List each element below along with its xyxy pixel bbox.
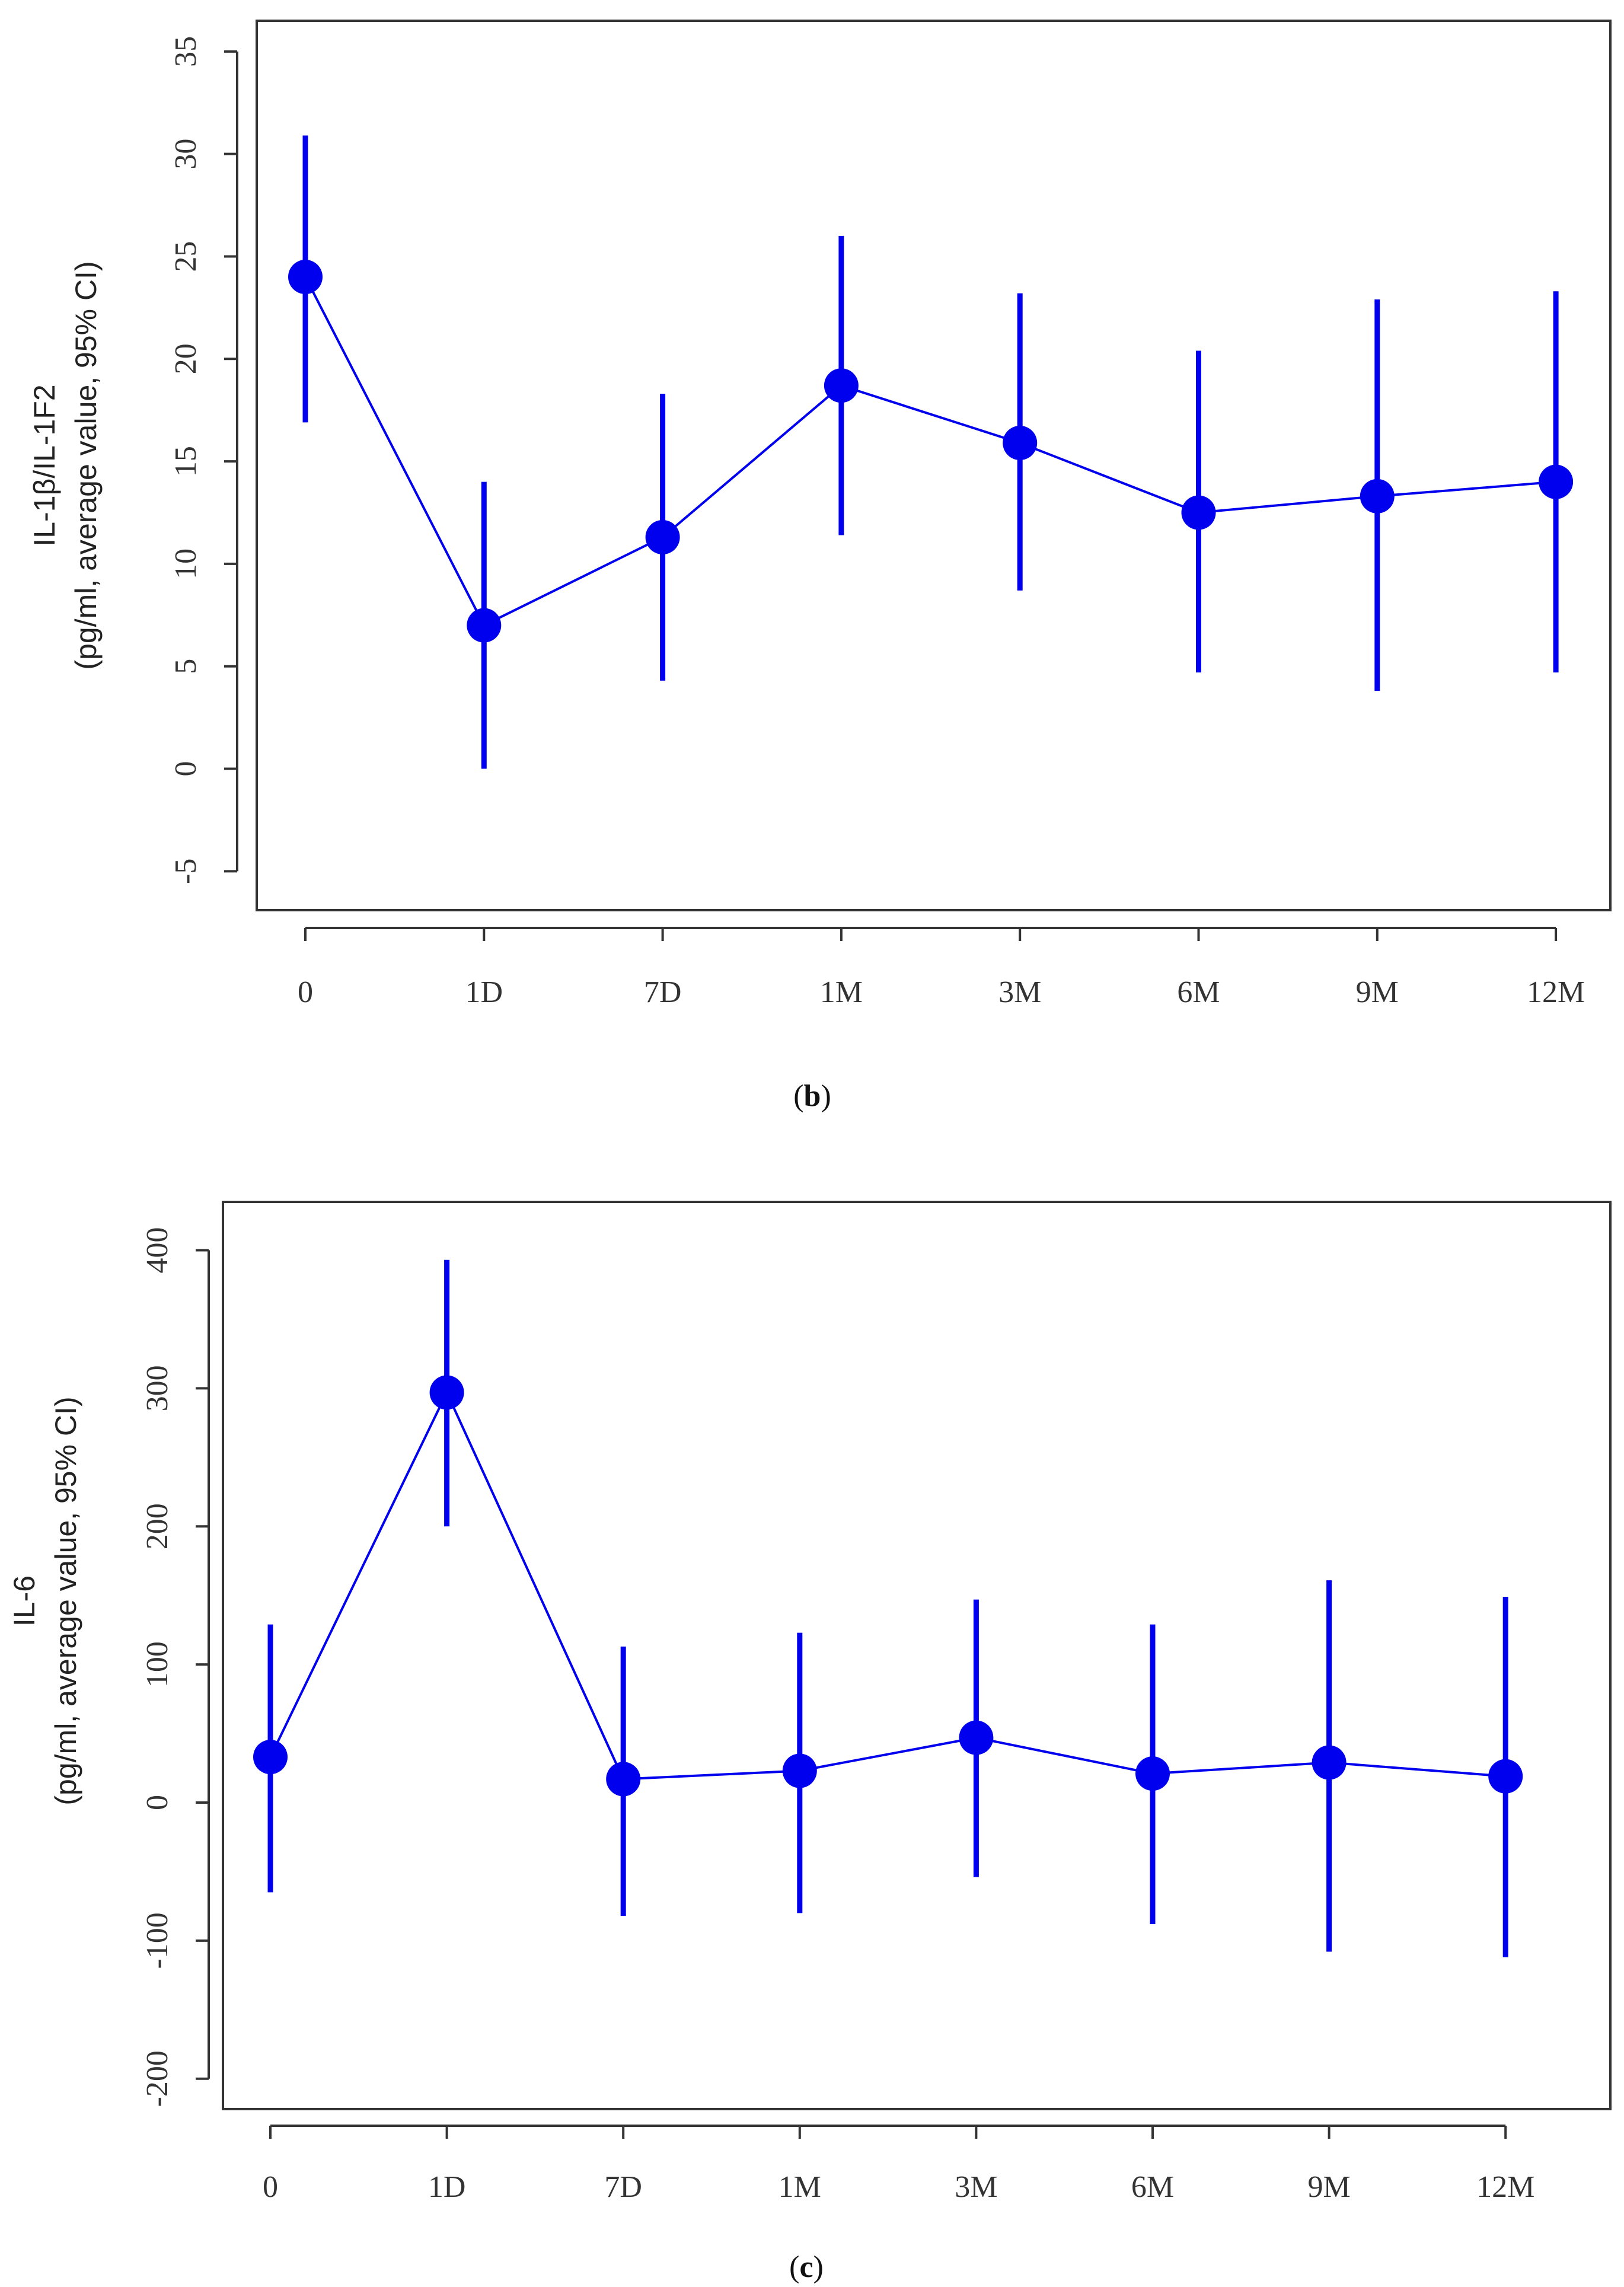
data-point	[1360, 479, 1395, 513]
y-tick-label: 10	[169, 548, 203, 579]
data-series	[288, 135, 1574, 769]
svg-text:(c): (c)	[789, 2250, 824, 2284]
panel-label-letter: b	[804, 1079, 821, 1113]
x-tick-label: 0	[263, 2170, 278, 2204]
series-line	[269, 1389, 1506, 1781]
data-point	[1135, 1756, 1170, 1791]
plot-frame	[222, 1201, 1612, 2110]
plot-frame	[256, 20, 1612, 911]
y-tick-label: 30	[169, 139, 203, 170]
y-axis-label-line1: IL-6	[8, 1575, 41, 1626]
panel-label: (b)	[793, 1079, 831, 1113]
y-axis: -200 -100 0 100 200 300 400	[141, 1227, 210, 2107]
data-point	[253, 1740, 288, 1775]
x-tick-label: 9M	[1307, 2170, 1350, 2204]
x-tick-label: 1D	[465, 975, 503, 1009]
y-tick-label: 200	[141, 1503, 174, 1549]
x-tick-label: 0	[298, 975, 313, 1009]
x-tick-label: 12M	[1476, 2170, 1534, 2204]
data-point	[959, 1720, 994, 1755]
data-point	[1003, 425, 1038, 460]
y-axis-label-line2: (pg/ml, average value, 95% CI)	[49, 1396, 82, 1805]
data-point	[288, 260, 323, 295]
y-axis-label-line1: IL-1β/IL-1F2	[28, 384, 61, 546]
data-point	[1539, 464, 1574, 499]
series-line	[304, 276, 1556, 627]
data-point	[1488, 1759, 1523, 1794]
x-tick-label: 3M	[955, 2170, 997, 2204]
y-tick-label: 100	[141, 1641, 174, 1688]
y-tick-label: 20	[169, 343, 203, 374]
y-axis: -5 0 5 10 15 20 25 30 35	[169, 36, 238, 884]
y-tick-label: -5	[169, 859, 203, 884]
x-tick-label: 6M	[1131, 2170, 1174, 2204]
y-tick-label: 35	[169, 36, 203, 67]
data-series	[253, 1259, 1523, 1957]
y-tick-label: 300	[141, 1365, 174, 1411]
data-point	[824, 368, 859, 403]
x-tick-label: 1M	[779, 2170, 821, 2204]
x-tick-label: 6M	[1177, 975, 1220, 1009]
data-point	[429, 1375, 464, 1410]
y-tick-label: -200	[141, 2050, 174, 2107]
x-tick-label: 3M	[998, 975, 1041, 1009]
chart-panel-b: -5 0 5 10 15 20 25 30 35 0 1D 7D 1M 3M 6M 9M 12M IL-1β/…	[28, 20, 1612, 1113]
x-axis: 0 1D 7D 1M 3M 6M 9M 12M	[263, 2125, 1534, 2204]
y-tick-label: 0	[141, 1795, 174, 1810]
x-tick-label: 9M	[1356, 975, 1399, 1009]
y-tick-label: 400	[141, 1227, 174, 1274]
x-tick-label: 12M	[1527, 975, 1585, 1009]
data-point	[782, 1753, 817, 1788]
x-tick-label: 7D	[644, 975, 682, 1009]
data-point	[1312, 1745, 1347, 1780]
y-axis-label-line2: (pg/ml, average value, 95% CI)	[69, 261, 103, 669]
panel-label-letter: c	[799, 2250, 813, 2284]
data-point	[467, 608, 502, 643]
y-tick-label: 25	[169, 241, 203, 272]
data-point	[645, 519, 680, 554]
y-tick-label: 15	[169, 446, 203, 477]
y-tick-label: 5	[169, 659, 203, 674]
x-tick-label: 7D	[604, 2170, 642, 2204]
data-point	[606, 1762, 641, 1797]
x-tick-label: 1D	[428, 2170, 466, 2204]
chart-panel-c: -200 -100 0 100 200 300 400 0 1D 7D 1M 3M 6M 9M 12M I…	[8, 1201, 1612, 2284]
y-tick-label: 0	[169, 761, 203, 777]
data-point	[1181, 495, 1216, 530]
panel-label: (c)	[789, 2250, 824, 2284]
svg-text:(b): (b)	[793, 1079, 831, 1113]
x-tick-label: 1M	[820, 975, 863, 1009]
y-tick-label: -100	[141, 1912, 174, 1969]
x-axis: 0 1D 7D 1M 3M 6M 9M 12M	[298, 927, 1585, 1009]
